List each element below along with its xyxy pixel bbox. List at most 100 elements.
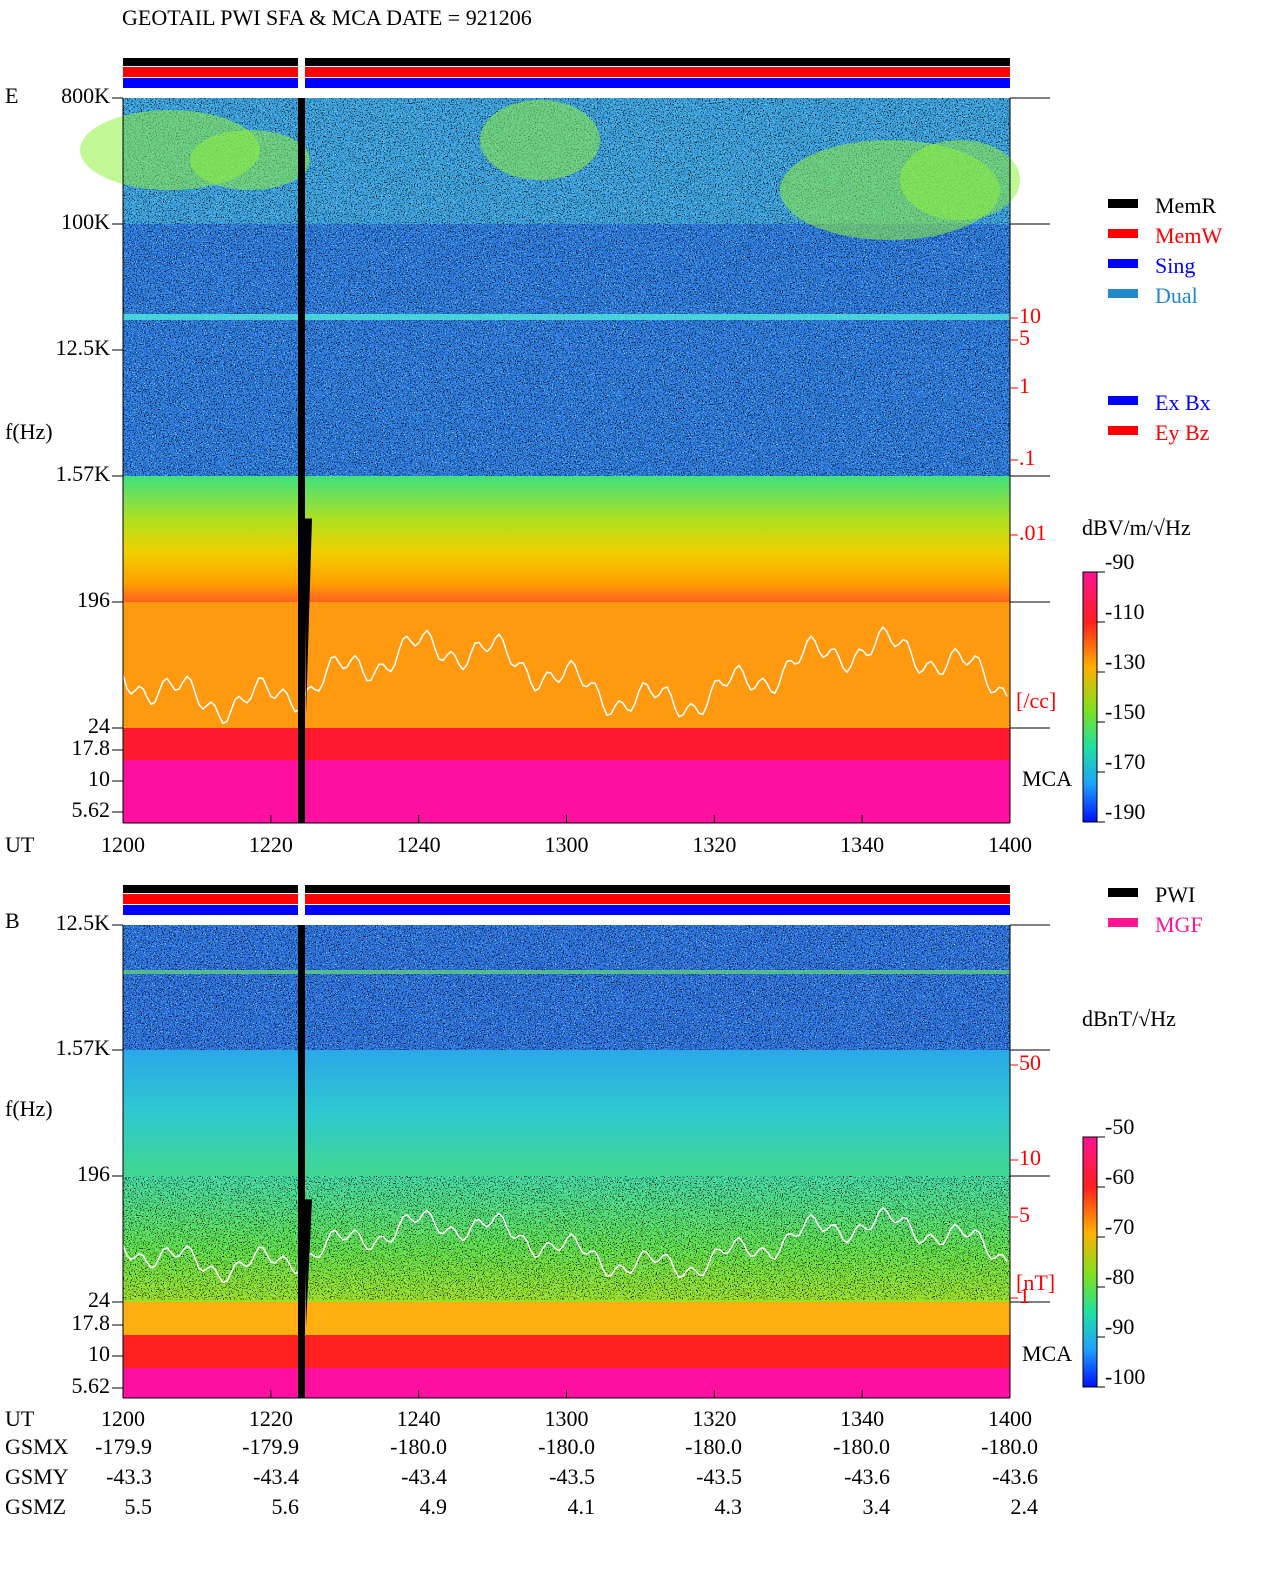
spectrogram-band (123, 760, 1010, 823)
orbit-value: -179.9 (242, 1434, 299, 1459)
colorbar-tick-label: -60 (1105, 1164, 1134, 1189)
colorbar-tick-label: -90 (1105, 1314, 1134, 1339)
spectrogram-band (123, 602, 1010, 728)
colorbar-unit: dBV/m/√Hz (1082, 515, 1191, 540)
freq-tick-label: 800K (61, 83, 110, 108)
density-tick-label: 5 (1019, 325, 1030, 350)
colorbar-tick-label: -190 (1105, 799, 1145, 824)
status-bar (123, 894, 1010, 904)
time-tick-label: 1200 (101, 1406, 145, 1431)
freq-tick-label: 17.8 (72, 735, 111, 760)
orbit-value: -43.3 (106, 1464, 152, 1489)
data-gap (298, 98, 305, 823)
freq-tick-label: 5.62 (72, 797, 111, 822)
colorbar (1082, 1136, 1098, 1388)
orbit-value: -180.0 (981, 1434, 1038, 1459)
freq-tick-label: 17.8 (72, 1310, 111, 1335)
colorbar-tick-label: -110 (1105, 599, 1145, 624)
legend-swatch (1108, 229, 1138, 238)
status-bar (123, 67, 1010, 77)
density-unit: [nT] (1016, 1270, 1055, 1295)
spectrogram-band (123, 1050, 1010, 1176)
orbit-value: -179.9 (95, 1434, 152, 1459)
orbit-value: -180.0 (833, 1434, 890, 1459)
colorbar-tick-label: -170 (1105, 749, 1145, 774)
trace (122, 625, 1008, 725)
freq-tick-label: 1.57K (56, 1035, 111, 1060)
orbit-label: GSMX (5, 1434, 69, 1459)
orbit-value: 4.9 (420, 1494, 448, 1519)
time-tick-label: 1200 (101, 832, 145, 857)
legend-swatch (1108, 259, 1138, 268)
density-tick-label: 1 (1019, 1283, 1030, 1308)
spectrogram-band (123, 476, 1010, 602)
orbit-value: 5.6 (272, 1494, 300, 1519)
legend-label: Dual (1155, 283, 1198, 308)
density-tick-label: 10 (1019, 303, 1041, 328)
density-tick-label: .1 (1019, 445, 1036, 470)
time-tick-label: 1240 (397, 832, 441, 857)
trace (122, 1206, 1008, 1284)
plasma-line (123, 970, 1010, 974)
orbit-value: -43.6 (992, 1464, 1038, 1489)
time-tick-label: 1300 (545, 832, 589, 857)
orbit-value: 2.4 (1011, 1494, 1039, 1519)
legend-swatch (1108, 199, 1138, 208)
status-bar (123, 885, 1010, 893)
y-axis-label: f(Hz) (5, 1096, 53, 1121)
orbit-value: 3.4 (863, 1494, 891, 1519)
spectrogram-noise (123, 925, 1010, 1050)
colorbar-tick-label: -80 (1105, 1264, 1134, 1289)
spectrogram-band (123, 1302, 1010, 1335)
orbit-value: -43.4 (253, 1464, 299, 1489)
legend-label: Sing (1155, 253, 1195, 278)
time-tick-label: 1220 (249, 1406, 293, 1431)
mca-label: MCA (1022, 1341, 1072, 1366)
colorbar-tick-label: -150 (1105, 699, 1145, 724)
colorbar-tick-label: -100 (1105, 1364, 1145, 1389)
orbit-value: -43.5 (696, 1464, 742, 1489)
density-unit: [/cc] (1016, 688, 1056, 713)
orbit-value: -180.0 (685, 1434, 742, 1459)
emission-patch (900, 140, 1020, 220)
orbit-value: -43.4 (401, 1464, 447, 1489)
status-bar (123, 78, 1010, 88)
time-tick-label: 1340 (840, 1406, 884, 1431)
freq-tick-label: 12.5K (56, 910, 111, 935)
spectrogram-band (123, 728, 1010, 760)
legend-label: Ex Bx (1155, 390, 1211, 415)
time-tick-label: 1320 (692, 832, 736, 857)
legend-label: MemR (1155, 193, 1216, 218)
density-tick-label: 1 (1019, 373, 1030, 398)
legend-swatch (1108, 396, 1138, 405)
freq-tick-label: 24 (88, 713, 110, 738)
colorbar-unit: dBnT/√Hz (1082, 1006, 1176, 1031)
freq-tick-label: 10 (88, 766, 110, 791)
plasma-line (123, 314, 1010, 320)
orbit-value: 4.3 (715, 1494, 743, 1519)
time-tick-label: 1320 (692, 1406, 736, 1431)
freq-tick-label: 5.62 (72, 1373, 111, 1398)
density-tick-label: 50 (1019, 1050, 1041, 1075)
orbit-value: 4.1 (568, 1494, 596, 1519)
panel-label: E (5, 83, 18, 108)
panel-label: B (5, 908, 20, 933)
spectrogram-band (123, 1335, 1010, 1368)
orbit-value: -180.0 (390, 1434, 447, 1459)
legend-swatch (1108, 888, 1138, 897)
mca-label: MCA (1022, 766, 1072, 791)
time-tick-label: 1220 (249, 832, 293, 857)
legend-label: Ey Bz (1155, 420, 1210, 445)
colorbar-tick-label: -50 (1105, 1114, 1134, 1139)
freq-tick-label: 12.5K (56, 335, 111, 360)
legend-label: MGF (1155, 912, 1203, 937)
legend-swatch (1108, 289, 1138, 298)
legend-swatch (1108, 426, 1138, 435)
legend-label: PWI (1155, 882, 1195, 907)
orbit-value: -43.5 (549, 1464, 595, 1489)
title: GEOTAIL PWI SFA & MCA DATE = 921206 (122, 5, 532, 30)
legend-swatch (1108, 918, 1138, 927)
status-bar (123, 905, 1010, 915)
density-tick-label: 10 (1019, 1145, 1041, 1170)
